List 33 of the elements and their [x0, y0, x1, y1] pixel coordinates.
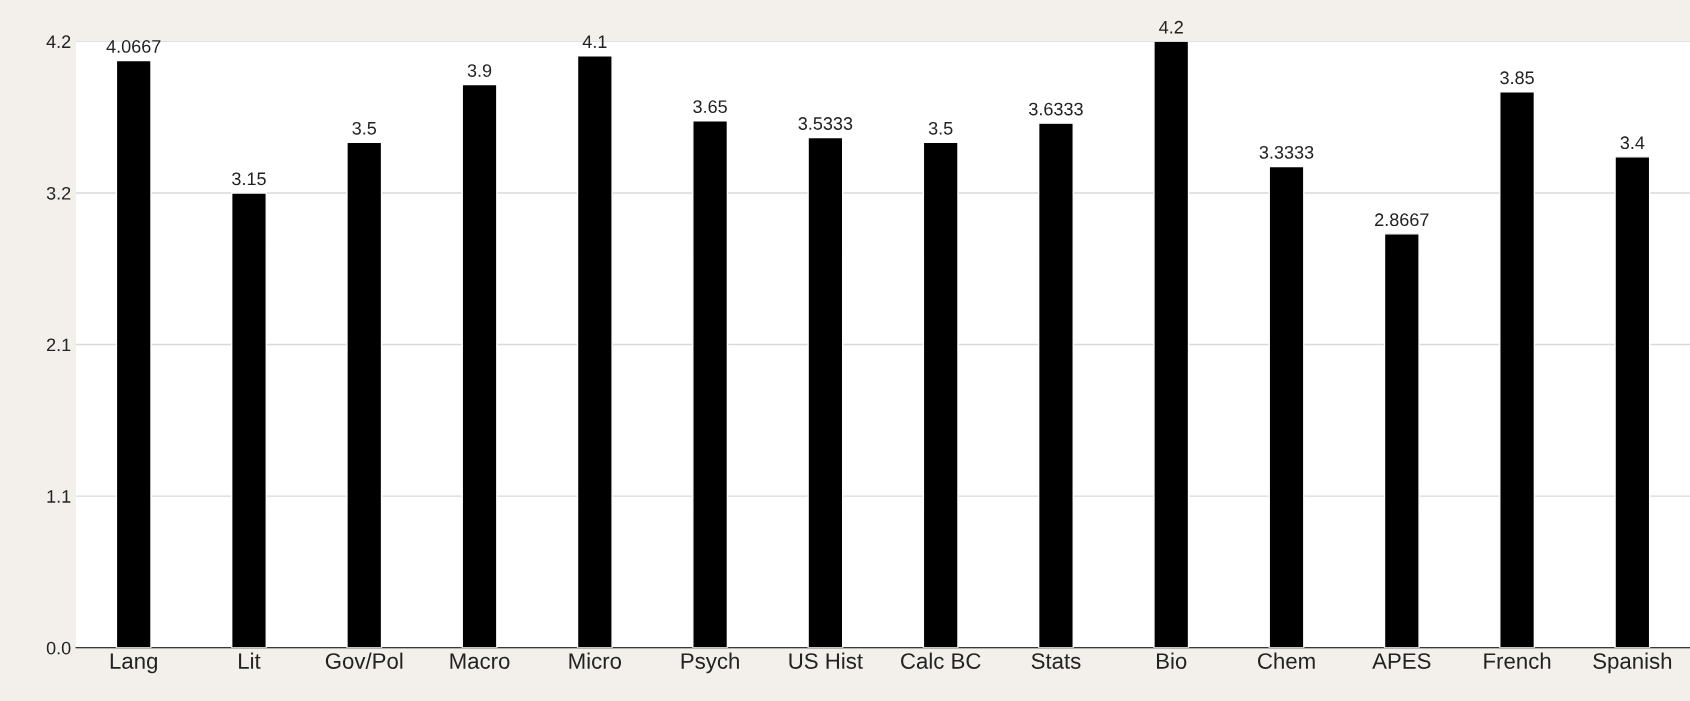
data-label: 3.9	[467, 64, 492, 77]
x-tick-label: Psych	[681, 652, 739, 674]
x-tick-label: Stats	[1031, 653, 1081, 669]
x-tick-label: Calc BC	[901, 652, 981, 669]
data-label: 3.5	[928, 121, 953, 135]
x-tick-label: Lang	[110, 653, 157, 674]
x-tick-label: French	[1484, 652, 1551, 669]
data-label: 4.2	[1159, 20, 1183, 34]
x-tick-label: Gov/Pol	[325, 652, 403, 669]
data-label: 3.4	[1620, 136, 1645, 150]
x-tick-label: Lit	[239, 652, 261, 669]
y-tick-label: 0.0	[46, 641, 71, 655]
y-tick-label: 4.2	[46, 35, 71, 48]
y-tick-label: 1.1	[47, 490, 71, 503]
x-tick-label: Macro	[450, 653, 510, 669]
x-tick-label: US Hist	[789, 652, 863, 669]
data-label: 3.6333	[1029, 102, 1083, 116]
data-label: 3.3333	[1259, 145, 1314, 159]
data-label: 3.5333	[798, 117, 853, 130]
x-tick-label: Chem	[1258, 652, 1315, 669]
x-tick-label: Spanish	[1593, 652, 1672, 674]
data-label: 3.5	[352, 121, 377, 135]
y-tick-label: 2.1	[47, 338, 71, 352]
x-tick-label: Bio	[1156, 652, 1187, 669]
data-label: 3.85	[1500, 71, 1534, 85]
x-tick-label: APES	[1372, 653, 1431, 669]
data-label: 2.8667	[1375, 213, 1429, 227]
data-label: 3.15	[232, 172, 266, 186]
data-label: 4.0667	[106, 40, 161, 53]
data-label: 4.1	[582, 35, 607, 48]
x-tick-label: Micro	[569, 652, 622, 669]
data-label: 3.65	[693, 100, 727, 114]
y-tick-label: 3.2	[46, 186, 71, 200]
